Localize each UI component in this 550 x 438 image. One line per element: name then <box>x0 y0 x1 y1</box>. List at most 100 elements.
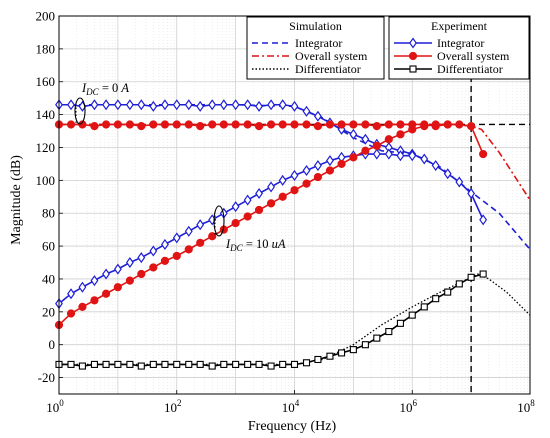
circle-marker <box>231 218 240 228</box>
square-marker <box>114 360 122 368</box>
legend-entry-label: Overall system <box>437 49 510 63</box>
diamond-marker <box>160 99 169 111</box>
y-tick-label: 180 <box>36 41 56 56</box>
diamond-marker <box>196 219 205 231</box>
square-marker <box>409 65 417 73</box>
x-tick-label: 100 <box>46 398 64 415</box>
circle-marker <box>290 120 299 129</box>
circle-marker <box>420 122 429 131</box>
circle-marker <box>196 238 205 247</box>
annotation-idc: IDC = 0 A <box>74 81 129 125</box>
diamond-marker <box>196 100 205 112</box>
square-marker <box>444 288 452 296</box>
circle-marker <box>90 296 99 305</box>
circle-marker <box>243 212 252 221</box>
circle-marker <box>337 159 346 169</box>
circle-marker <box>337 120 346 129</box>
diamond-marker <box>455 176 464 188</box>
diamond-marker <box>90 275 99 287</box>
square-marker <box>196 360 204 368</box>
circle-marker <box>160 120 170 129</box>
square-marker <box>302 359 311 367</box>
circle-marker <box>172 120 181 129</box>
x-tick-label: 106 <box>400 398 418 415</box>
diamond-marker <box>125 256 134 269</box>
diamond-marker <box>172 232 181 244</box>
y-tick-label: 0 <box>49 337 56 352</box>
square-marker <box>126 360 134 368</box>
circle-marker <box>278 120 287 129</box>
square-marker <box>220 360 228 368</box>
circle-marker <box>278 192 287 201</box>
circle-marker <box>137 269 146 279</box>
annotation-ellipse <box>74 97 86 125</box>
circle-marker <box>219 120 228 129</box>
circle-marker <box>408 51 418 61</box>
annotation-idc: IDC = 10 uA <box>213 205 286 253</box>
circle-marker <box>78 120 87 129</box>
square-marker <box>314 355 322 364</box>
circle-marker <box>302 120 311 129</box>
circle-marker <box>443 120 452 129</box>
circle-marker <box>149 120 158 129</box>
diamond-marker <box>267 181 276 193</box>
y-tick-label: 160 <box>36 74 56 89</box>
square-marker <box>420 303 428 311</box>
y-tick-label: -20 <box>38 370 55 385</box>
circle-marker <box>66 309 76 318</box>
circle-marker <box>349 153 358 162</box>
square-marker <box>90 360 98 368</box>
diamond-marker <box>160 238 169 250</box>
diamond-marker <box>467 187 476 200</box>
y-tick-label: 100 <box>36 173 56 188</box>
diamond-marker <box>302 164 311 177</box>
square-marker <box>373 334 381 342</box>
diamond-marker <box>125 99 134 111</box>
axis-ticks: -20 0 20 40 60 80 100 120 140 160 180 200 100 102 104 1… <box>36 9 536 416</box>
annotation-ellipse <box>213 205 225 237</box>
diamond-marker <box>290 100 299 112</box>
diamond-marker <box>219 99 228 111</box>
diamond-marker <box>443 168 452 180</box>
circle-marker <box>266 199 276 208</box>
diamond-marker <box>290 169 299 181</box>
circle-marker <box>125 120 134 129</box>
square-marker <box>479 270 487 278</box>
circle-marker <box>137 122 146 131</box>
diamond-marker <box>208 99 217 111</box>
square-marker <box>408 311 416 319</box>
x-axis-label: Frequency (Hz) <box>248 419 337 434</box>
diamond-marker <box>137 252 146 264</box>
diamond-marker <box>172 99 181 111</box>
square-marker <box>396 319 404 327</box>
circle-marker <box>479 149 488 159</box>
y-tick-label: 40 <box>42 271 55 286</box>
circle-marker <box>125 276 134 285</box>
circle-marker <box>361 120 370 129</box>
diamond-marker <box>479 214 488 226</box>
circle-marker <box>384 135 393 144</box>
square-marker <box>290 360 299 368</box>
y-tick-label: 200 <box>36 9 56 24</box>
square-marker <box>255 360 263 368</box>
diamond-marker <box>267 99 276 111</box>
square-marker <box>137 362 145 370</box>
diamond-marker <box>67 288 75 300</box>
diamond-marker <box>313 110 322 122</box>
square-marker <box>361 341 369 349</box>
series-experiment-integrator <box>55 99 488 226</box>
square-marker <box>432 295 440 303</box>
series-group <box>54 99 531 370</box>
diamond-marker <box>431 160 440 172</box>
circle-marker <box>160 256 170 265</box>
y-tick-label: 60 <box>42 239 55 254</box>
y-tick-label: 140 <box>36 107 56 122</box>
circle-marker <box>396 120 405 129</box>
square-marker <box>78 362 86 370</box>
square-marker <box>161 360 169 368</box>
series-experiment-differentiator <box>55 270 487 370</box>
legend-title: Experiment <box>431 19 488 33</box>
